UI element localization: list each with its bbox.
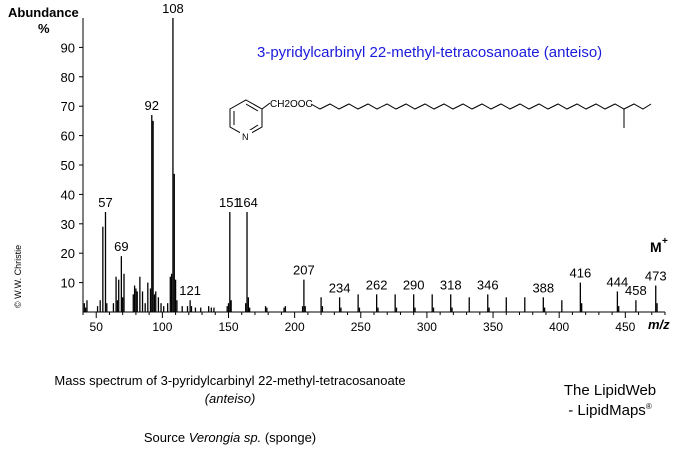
x-tick-label: 150 [218,320,238,334]
x-tick-label: 400 [549,320,569,334]
source-species: Verongia sp. [188,430,262,445]
peak-label: 290 [403,277,425,292]
y-axis-unit: % [38,21,50,36]
peak-label: 388 [532,280,554,295]
x-tick-label: 100 [152,320,172,334]
peak-label: 318 [440,277,462,292]
y-tick-label: 10 [61,276,75,291]
chemical-structure: N CH2OOC [229,99,652,142]
peak-label: 164 [236,195,258,210]
x-tick-label: 50 [90,320,104,334]
brand-line-1: The LipidWeb [563,382,657,399]
ring-substituent-bond [261,102,271,110]
peak-label: 458 [625,283,647,298]
peaks-layer [83,18,658,312]
ring-double-bond-a [245,103,259,112]
ester-group-label: CH2OOC [270,99,313,110]
ring-nitrogen-label: N [242,132,249,142]
molecular-ion-marker: M + [650,236,668,255]
molecular-ion-label: M [650,239,662,255]
peak-label: 262 [366,277,388,292]
fatty-acid-chain [310,103,652,110]
peak-label: 346 [477,277,499,292]
peak-label: 444 [607,274,629,289]
molecular-ion-superscript: + [662,236,668,247]
brand-line-2: - LipidMaps® [540,402,680,419]
ring-nitrogen-bg [240,130,252,142]
y-tick-label: 80 [61,70,75,85]
copyright-text: © W.W. Christie [13,245,23,308]
registered-mark: ® [645,402,652,411]
caption-line-1: Mass spectrum of 3-pyridylcarbinyl 22-me… [54,373,406,388]
y-tick-label: 90 [61,40,75,55]
source-prefix: Source [143,430,189,445]
source-suffix: (sponge) [261,430,317,445]
x-axis-label: m/z [648,317,670,332]
x-tick-label: 200 [285,320,305,334]
peak-label: 108 [162,1,184,16]
y-tick-label: 20 [61,246,75,261]
brand-line-2-text: - LipidMaps [568,402,646,419]
source-caption: Source Verongia sp. (sponge) [10,430,450,445]
y-tick-label: 70 [61,99,75,114]
peak-label: 151 [219,195,241,210]
peak-label: 416 [569,266,591,281]
peak-label: 473 [645,269,667,284]
peak-label: 57 [98,195,112,210]
tick-layer: 50 100 150 200 250 300 350 400 450 10 20 30 40 50 60 70… [61,40,666,334]
x-tick-label: 450 [615,320,635,334]
y-axis-label: Abundance [8,5,79,20]
peak-label: 121 [179,283,201,298]
peak-label: 234 [329,280,351,295]
y-tick-label: 50 [61,158,75,173]
y-tick-label: 40 [61,187,75,202]
x-tick-label: 250 [351,320,371,334]
x-tick-label: 300 [417,320,437,334]
y-tick-label: 60 [61,129,75,144]
caption-line-2: (anteiso) [204,391,256,406]
peak-label: 69 [114,239,128,254]
y-tick-label: 30 [61,217,75,232]
chart-title: 3-pyridylcarbinyl 22-methyl-tetracosanoa… [257,44,602,61]
x-tick-label: 350 [483,320,503,334]
peak-label: 92 [145,98,159,113]
peak-label: 207 [293,263,315,278]
